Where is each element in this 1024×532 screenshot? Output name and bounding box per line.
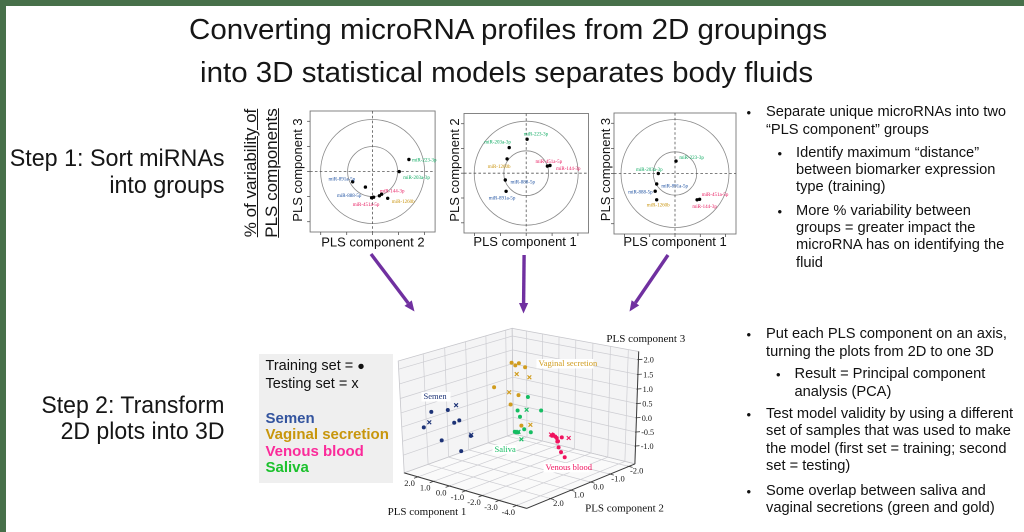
svg-text:PLS component 3: PLS component 3 <box>606 333 685 345</box>
svg-text:miR-891a-5p: miR-891a-5p <box>489 197 516 202</box>
svg-text:miR-203a-3p: miR-203a-3p <box>484 141 511 146</box>
svg-text:1.5: 1.5 <box>643 370 653 379</box>
svg-text:miR-203a-3p: miR-203a-3p <box>636 168 663 173</box>
svg-text:Saliva: Saliva <box>495 444 516 454</box>
svg-text:miR-223-3p: miR-223-3p <box>524 132 549 137</box>
svg-text:miR-1260b: miR-1260b <box>392 200 415 205</box>
svg-text:miR-223-3p: miR-223-3p <box>412 159 437 164</box>
svg-text:miR-203a-3p: miR-203a-3p <box>403 176 430 181</box>
svg-text:0.0: 0.0 <box>642 414 652 423</box>
svg-text:miR-451a-5p: miR-451a-5p <box>702 193 729 198</box>
svg-text:PLS component 3: PLS component 3 <box>598 118 613 221</box>
svg-text:Venous blood: Venous blood <box>546 462 593 472</box>
svg-text:miR-888-5p: miR-888-5p <box>337 194 362 199</box>
svg-text:miR-451a-5p: miR-451a-5p <box>353 203 380 208</box>
svg-text:1.0: 1.0 <box>573 490 584 500</box>
svg-text:PLS component 3: PLS component 3 <box>290 118 305 221</box>
svg-text:-2.0: -2.0 <box>630 466 643 476</box>
svg-text:-0.5: -0.5 <box>641 428 654 437</box>
svg-text:PLS component 2: PLS component 2 <box>447 118 462 221</box>
svg-text:miR-888-5p: miR-888-5p <box>628 191 653 196</box>
svg-text:miR-223-3p: miR-223-3p <box>679 156 704 161</box>
svg-text:PLS component 1: PLS component 1 <box>623 234 726 249</box>
svg-text:1.0: 1.0 <box>420 483 431 493</box>
svg-text:PLS component 1: PLS component 1 <box>473 234 576 249</box>
svg-text:-1.0: -1.0 <box>611 473 624 483</box>
svg-text:miR-891a-5p: miR-891a-5p <box>661 184 688 189</box>
svg-text:Vaginal secretion: Vaginal secretion <box>539 358 599 368</box>
svg-text:miR-451a-5p: miR-451a-5p <box>536 160 563 165</box>
svg-text:PLS component 2: PLS component 2 <box>321 235 424 250</box>
svg-text:-2.0: -2.0 <box>467 497 480 507</box>
svg-text:2.0: 2.0 <box>404 478 415 488</box>
svg-text:Semen: Semen <box>424 391 448 401</box>
svg-text:miR-144-3p: miR-144-3p <box>556 167 581 172</box>
svg-text:PLS component 2: PLS component 2 <box>585 503 664 515</box>
svg-text:-1.0: -1.0 <box>641 442 654 451</box>
svg-text:miR-1260b: miR-1260b <box>647 204 670 209</box>
svg-text:miR-144-3p: miR-144-3p <box>380 190 405 195</box>
svg-text:2.0: 2.0 <box>644 356 654 365</box>
svg-text:1.0: 1.0 <box>643 385 653 394</box>
svg-text:0.0: 0.0 <box>436 487 447 497</box>
svg-text:0.5: 0.5 <box>642 400 652 409</box>
svg-text:miR-891a-5p: miR-891a-5p <box>329 177 356 182</box>
svg-text:miR-1260b: miR-1260b <box>488 165 511 170</box>
svg-text:2.0: 2.0 <box>553 498 564 508</box>
svg-text:0.0: 0.0 <box>593 481 604 491</box>
svg-text:miR-144-3p: miR-144-3p <box>692 205 717 210</box>
svg-text:miR-888-5p: miR-888-5p <box>511 180 536 185</box>
svg-text:PLS component 1: PLS component 1 <box>388 506 467 518</box>
svg-text:-3.0: -3.0 <box>484 502 497 512</box>
svg-text:-1.0: -1.0 <box>451 492 464 502</box>
svg-text:-4.0: -4.0 <box>502 507 515 517</box>
